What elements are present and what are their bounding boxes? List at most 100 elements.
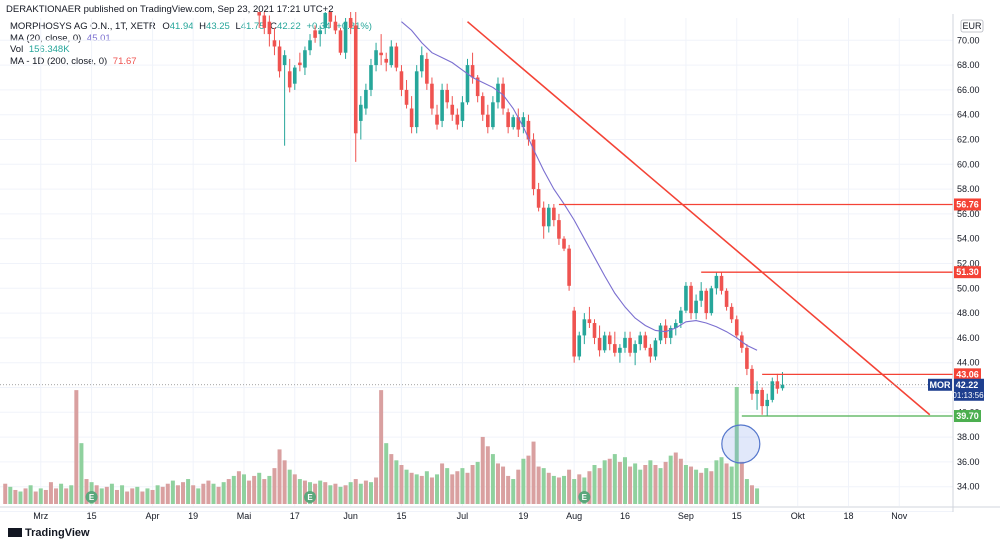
candle-body [343, 21, 348, 53]
volume-bar [28, 485, 33, 504]
candle-body [526, 120, 531, 140]
volume-bar [13, 489, 18, 504]
legend-ma200-row[interactable]: MA - 1D (200, close, 0) 71.67 [10, 56, 372, 68]
candle-body [338, 30, 343, 53]
candle-body [618, 347, 622, 353]
last-price-tag [954, 378, 984, 401]
volume-bar [282, 460, 287, 504]
volume-bar [211, 483, 216, 504]
volume-bar [729, 466, 734, 504]
candle-body [638, 335, 643, 345]
candle-body [480, 96, 485, 115]
y-tick-label: 44.00 [957, 358, 980, 368]
volume-bar [201, 483, 206, 504]
volume-bar [521, 458, 526, 504]
volume-bars [3, 387, 761, 504]
volume-bar [247, 480, 252, 504]
volume-bar [384, 443, 389, 504]
volume-bar [592, 465, 597, 504]
candle-body [348, 17, 353, 28]
volume-bar [551, 475, 556, 504]
candle-body [303, 50, 307, 68]
volume-bar [541, 468, 546, 504]
volume-bar [389, 454, 394, 504]
volume-bar [8, 486, 13, 504]
volume-bar [755, 488, 760, 504]
volume-bar [277, 449, 282, 504]
volume-bar [59, 483, 64, 504]
candle-body [694, 300, 698, 314]
volume-bar [653, 465, 658, 504]
volume-bar [460, 468, 465, 504]
volume-bar [480, 436, 485, 504]
candle-body [450, 104, 455, 115]
candle-body [750, 368, 754, 394]
volume-bar [506, 475, 511, 504]
candle-body [567, 248, 571, 286]
volume-bar [302, 480, 307, 504]
candle-body [745, 347, 749, 369]
candle-body [409, 108, 414, 128]
volume-bar [206, 480, 211, 504]
bar-countdown-label: 01:13:56 [952, 391, 984, 400]
earnings-marker-icon [578, 491, 591, 503]
candle-body [455, 114, 460, 125]
volume-bar [485, 446, 490, 504]
candle-body [613, 344, 617, 353]
earnings-marker-label: E [582, 493, 588, 502]
candle-body [770, 381, 775, 400]
candle-body [267, 21, 272, 35]
candle-body [414, 71, 419, 128]
candle-body [658, 325, 663, 341]
x-tick-label: Nov [891, 511, 908, 521]
candle-body [602, 335, 607, 351]
volume-bar [170, 480, 175, 504]
y-tick-label: 70.00 [957, 35, 980, 45]
volume-bar [226, 479, 231, 504]
candle-body [719, 275, 724, 291]
volume-bar [99, 488, 104, 504]
x-tick-label: Jun [343, 511, 358, 521]
volume-bar [724, 463, 729, 504]
volume-bar [394, 460, 399, 504]
volume-bar [328, 485, 333, 504]
volume-bar [33, 491, 38, 504]
candle-body [755, 389, 759, 394]
earnings-marker-icon [85, 491, 98, 503]
y-tick-label: 54.00 [957, 234, 980, 244]
legend-ma20-row[interactable]: MA (20, close, 0) 45.01 [10, 33, 372, 45]
candle-body [577, 335, 582, 357]
volume-bar [74, 390, 79, 504]
symbol-tag-label: MOR [930, 380, 951, 390]
volume-bar [257, 472, 262, 504]
candle-body [506, 112, 510, 128]
legend-volume-row[interactable]: Vol 156.348K [10, 44, 372, 56]
candle-body [734, 319, 739, 336]
candle-body [298, 62, 302, 66]
candle-body [465, 65, 470, 103]
x-tick-label: Okt [791, 511, 806, 521]
currency-box [960, 19, 984, 33]
volume-bar [409, 472, 414, 504]
level-price-tag [954, 368, 981, 381]
volume-bar [495, 463, 500, 504]
candle-body [272, 40, 277, 47]
change-value: +0.34 (+0.81%) [306, 21, 372, 32]
candle-body [562, 238, 566, 249]
volume-bar [145, 488, 150, 504]
symbol-name[interactable]: MORPHOSYS AG O.N., 1T, XETR [10, 21, 156, 32]
tradingview-logo-icon [8, 528, 22, 537]
volume-bar [704, 468, 709, 504]
x-tick-label: 15 [396, 511, 406, 521]
earnings-marker-icon [304, 491, 317, 503]
volume-bar [531, 441, 536, 504]
indicator-legend: MORPHOSYS AG O.N., 1T, XETR O41.94 H43.2… [10, 21, 372, 67]
y-tick-label: 58.00 [957, 184, 980, 194]
volume-bar [470, 465, 475, 504]
volume-bar [714, 460, 719, 504]
candle-body [724, 290, 729, 307]
volume-bar [709, 471, 714, 504]
candle-body [425, 58, 429, 84]
volume-bar [490, 454, 495, 504]
